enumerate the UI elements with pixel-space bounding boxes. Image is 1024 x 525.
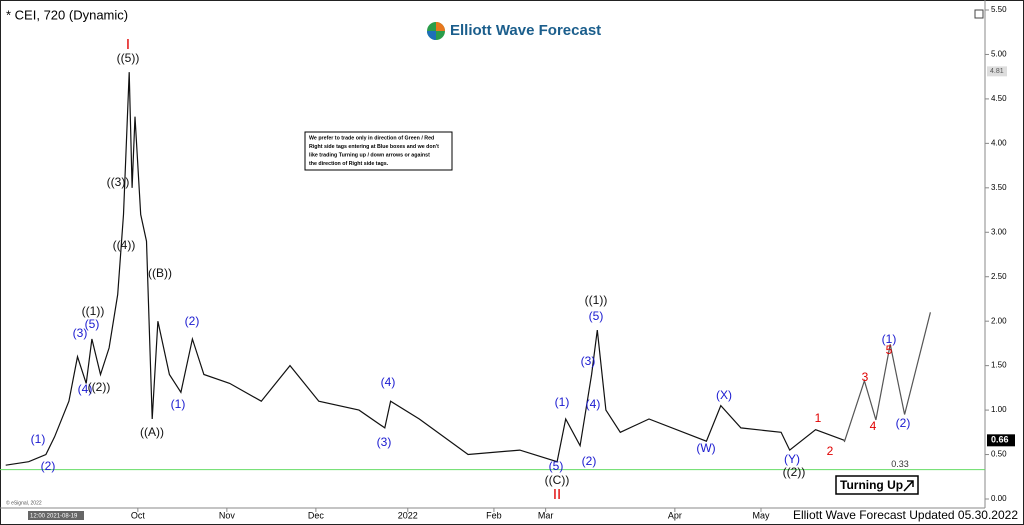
wave-label: (1) [882, 332, 897, 346]
badge-arrow [903, 480, 914, 492]
x-tick-label: Nov [219, 510, 236, 520]
wave-label: 4 [870, 419, 877, 433]
wave-label: (2) [582, 454, 597, 468]
y-tick-label: 5.00 [991, 50, 1007, 59]
wave-label: ((5)) [117, 51, 140, 65]
y-tick-label: 3.00 [991, 227, 1007, 236]
note-line: like trading Turning up / down arrows or… [309, 152, 430, 158]
wave-label: 2 [827, 444, 834, 458]
brand: Elliott Wave Forecast [450, 22, 601, 39]
x-tick-label: Mar [538, 510, 554, 520]
wave-label: 1 [815, 411, 822, 425]
x-tick-label: Dec [308, 510, 325, 520]
y-tick-label: 5.50 [991, 5, 1007, 14]
last-price-box [987, 434, 1015, 447]
wave-label: (3) [377, 435, 392, 449]
note: We prefer to trade only in direction of … [309, 135, 439, 167]
wave-label: ((3)) [107, 175, 130, 189]
wave-label: ((1)) [585, 293, 608, 307]
wave-label: II [553, 486, 561, 503]
x-tick-label: Feb [486, 510, 502, 520]
wave-label: (X) [716, 388, 732, 402]
wave-label: ((4)) [113, 238, 136, 252]
projection-line [843, 312, 931, 443]
wave-label: ((1)) [82, 304, 105, 318]
wave-label: (4) [586, 397, 601, 411]
wave-label: ((B)) [148, 266, 172, 280]
y-tick-label: 2.50 [991, 272, 1007, 281]
wave-label: ((2)) [88, 380, 111, 394]
wave-label: (4) [381, 375, 396, 389]
y-tick-label: 0.50 [991, 450, 1007, 459]
wave-label: (2) [185, 314, 200, 328]
x-tick-label: 2022 [398, 510, 418, 520]
note-line: the direction of Right side tags. [309, 161, 389, 167]
note-line: We prefer to trade only in direction of … [309, 135, 434, 141]
wave-label: (1) [555, 395, 570, 409]
time-label: 12:00 2021-08-19 [30, 514, 78, 520]
wave-label: (2) [896, 416, 911, 430]
badge: Turning Up [840, 478, 903, 492]
wave-label: ((A)) [140, 425, 164, 439]
badge-box [835, 475, 919, 495]
wave-label: (1) [171, 397, 186, 411]
wave-label: (5) [549, 459, 564, 473]
wave-label: ((2)) [783, 465, 806, 479]
y-tick-label: 1.00 [991, 405, 1007, 414]
footer: Elliott Wave Forecast Updated 05.30.2022 [793, 508, 1018, 522]
wave-label: (3) [581, 354, 596, 368]
y-tick-label: 2.00 [991, 316, 1007, 325]
wave-label: 5 [886, 343, 893, 357]
logo: Elliott Wave Forecast [427, 22, 601, 40]
wave-label: 3 [862, 370, 869, 384]
wave-label: (5) [589, 309, 604, 323]
wave-label: (1) [31, 432, 46, 446]
high-price-box [987, 66, 1007, 77]
chart-title: * CEI, 720 (Dynamic) [6, 7, 128, 22]
y-tick-label: 1.50 [991, 361, 1007, 370]
note-line: Right side tags entering at Blue boxes a… [309, 144, 439, 150]
wave-label: (2) [41, 459, 56, 473]
support-label: 0.33 [891, 459, 909, 469]
y-tick-label: 3.50 [991, 183, 1007, 192]
x-tick-label: Apr [668, 510, 682, 520]
wave-label: ((C)) [545, 473, 570, 487]
wave-label: (Y) [784, 452, 800, 466]
wave-label: (W) [696, 441, 715, 455]
y-tick-label: 0.00 [991, 494, 1007, 503]
last-price-label: 0.66 [991, 435, 1009, 445]
wave-label: (3) [73, 326, 88, 340]
y-tick-label: 4.00 [991, 138, 1007, 147]
high-price-label: 4.81 [990, 68, 1004, 75]
wave-label: (4) [78, 382, 93, 396]
y-tick-label: 4.50 [991, 94, 1007, 103]
copyright: © eSignal, 2022 [6, 499, 42, 506]
settings-icon[interactable] [974, 9, 984, 19]
x-tick-label: May [752, 510, 770, 520]
price-line [5, 72, 845, 466]
wave-label: (5) [85, 317, 100, 331]
time-box [28, 511, 84, 520]
wave-label: I [126, 36, 130, 53]
x-tick-label: Oct [131, 510, 146, 520]
note-box [304, 131, 453, 171]
